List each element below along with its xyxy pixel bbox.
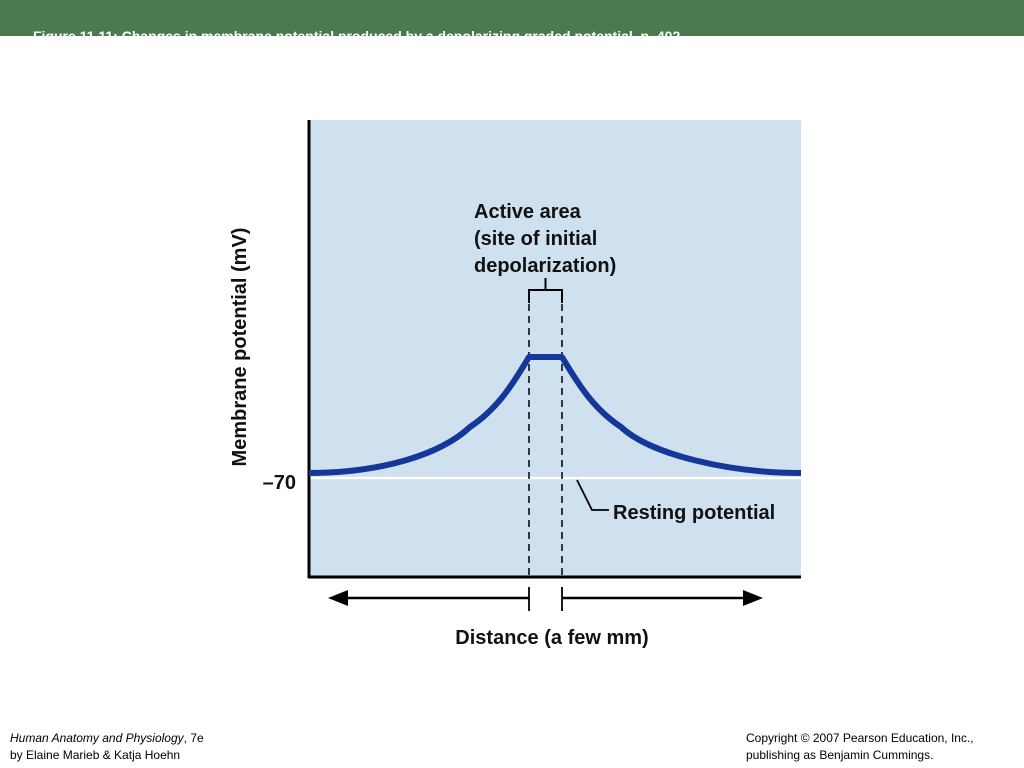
- membrane-potential-curve: [308, 354, 802, 476]
- active-area-bracket: [528, 278, 563, 303]
- footer-book-info: Human Anatomy and Physiology, 7e by Elai…: [10, 730, 204, 764]
- publisher-line: publishing as Benjamin Cummings.: [746, 748, 934, 762]
- x-axis-label: Distance (a few mm): [455, 627, 648, 649]
- footer-copyright: Copyright © 2007 Pearson Education, Inc.…: [746, 730, 974, 764]
- book-edition: , 7e: [183, 731, 204, 745]
- resting-potential-label: Resting potential: [613, 502, 775, 524]
- title-bar: Figure 11.11: Changes in membrane potent…: [0, 0, 1024, 36]
- y-axis-label: Membrane potential (mV): [229, 228, 251, 467]
- active-area-label-line-2: (site of initial: [474, 228, 597, 250]
- distance-arrow-left-head: [328, 590, 348, 606]
- plot-panel: [309, 120, 801, 578]
- copyright-line: Copyright © 2007 Pearson Education, Inc.…: [746, 731, 974, 745]
- active-area-label-line-3: depolarization): [474, 255, 616, 277]
- book-authors: by Elaine Marieb & Katja Hoehn: [10, 748, 181, 762]
- active-area-label-line-1: Active area: [474, 201, 582, 223]
- figure-title: Figure 11.11: Changes in membrane potent…: [33, 28, 685, 36]
- distance-arrow-right-head: [743, 590, 763, 606]
- resting-value-label: –70: [263, 472, 296, 494]
- book-title: Human Anatomy and Physiology: [10, 731, 184, 745]
- resting-potential-leader: [576, 479, 609, 511]
